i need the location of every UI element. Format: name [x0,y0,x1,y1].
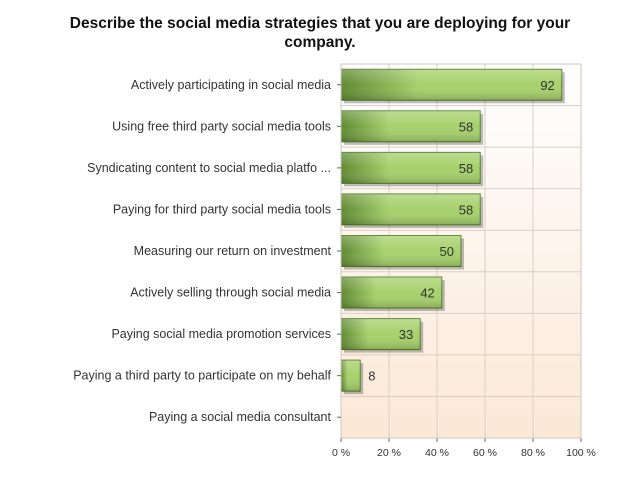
bar-highlight [341,193,481,225]
bar-highlight [341,235,461,267]
bar-highlight [341,110,481,142]
category-label: Using free third party social media tool… [112,119,331,133]
category-label: Actively selling through social media [130,286,331,300]
x-tick-label: 0 % [332,447,350,459]
x-tick-label: 40 % [425,447,449,459]
x-tick-label: 100 % [566,447,596,459]
category-label: Paying social media promotion services [111,327,331,341]
x-tick-label: 20 % [377,447,401,459]
value-label: 33 [399,327,413,342]
value-label: 58 [459,161,473,176]
value-label: 42 [420,286,434,301]
chart-title: Describe the social media strategies tha… [69,15,571,51]
category-label: Actively participating in social media [131,78,331,92]
bar-highlight [341,360,361,392]
category-label: Paying a third party to participate on m… [73,369,331,383]
category-label: Paying for third party social media tool… [113,202,331,216]
value-label: 8 [368,369,375,384]
bar-highlight [341,152,481,184]
category-label: Syndicating content to social media plat… [87,161,331,175]
x-tick-label: 60 % [473,447,497,459]
value-label: 50 [440,244,454,259]
value-label: 92 [540,78,554,93]
value-label: 58 [459,202,473,217]
category-label: Measuring our return on investment [134,244,332,258]
bar-highlight [341,69,562,101]
bar-highlight [341,277,442,309]
value-label: 58 [459,119,473,134]
bar-highlight [341,318,421,350]
category-label: Paying a social media consultant [149,410,332,424]
x-tick-label: 80 % [521,447,545,459]
